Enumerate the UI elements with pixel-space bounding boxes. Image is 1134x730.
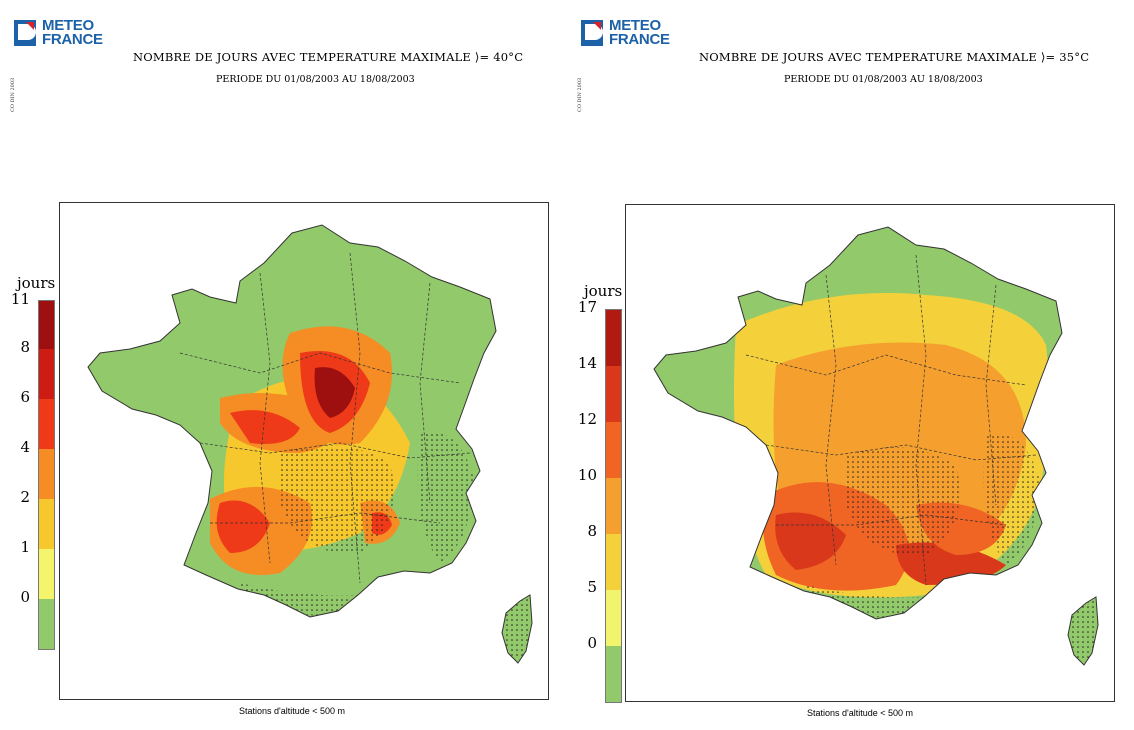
meteo-france-logo: METEO FRANCE (581, 16, 670, 50)
legend-swatch (39, 449, 54, 499)
logo-line1: METEO (609, 17, 661, 34)
france-heat-map (653, 226, 1099, 666)
france-outline (87, 224, 497, 618)
department-border (825, 274, 837, 566)
department-border (349, 252, 361, 584)
legend-swatch (606, 590, 621, 646)
legend-swatch (606, 422, 621, 478)
legend-swatch (606, 534, 621, 590)
legend-tick-label: 2 (20, 488, 30, 506)
department-border (765, 444, 1037, 461)
corsica-outline (1067, 596, 1099, 666)
heat-region (314, 367, 355, 418)
map-subtitle: PERIODE DU 01/08/2003 AU 18/08/2003 (784, 74, 983, 85)
map-title: NOMBRE DE JOURS AVEC TEMPERATURE MAXIMAL… (133, 50, 524, 64)
color-legend (605, 309, 622, 703)
heat-region (775, 512, 846, 570)
france-outline (653, 226, 1063, 620)
map-frame (59, 202, 549, 700)
legend-swatch (606, 366, 621, 422)
meteo-france-logo-icon (14, 20, 36, 46)
legend-tick-label: 4 (20, 438, 30, 456)
legend-tick-label: 8 (587, 522, 597, 540)
legend-swatch (606, 478, 621, 534)
altitude-stipple (846, 447, 960, 556)
color-legend (38, 300, 55, 650)
legend-tick-label: 6 (20, 388, 30, 406)
altitude-stipple (280, 445, 394, 554)
france-heat-map (87, 224, 533, 664)
legend-swatch (39, 599, 54, 649)
legend-title: jours (17, 274, 56, 292)
meteo-france-logo-icon (581, 20, 603, 46)
altitude-stipple (417, 431, 475, 563)
legend-tick-label: 0 (587, 634, 597, 652)
legend-swatch (39, 499, 54, 549)
department-border (199, 442, 471, 459)
meteo-france-logo: METEO FRANCE (14, 16, 103, 50)
altitude-stipple (1068, 597, 1098, 660)
legend-swatch (39, 301, 54, 349)
heat-region (216, 500, 270, 553)
legend-tick-label: 1 (20, 538, 30, 556)
heat-region (230, 410, 300, 444)
corsica-outline (501, 594, 533, 664)
legend-tick-label: 10 (577, 466, 597, 484)
legend-swatch (39, 399, 54, 449)
map-title: NOMBRE DE JOURS AVEC TEMPERATURE MAXIMAL… (699, 50, 1090, 64)
legend-tick-label: 14 (577, 354, 597, 372)
altitude-stipple (983, 433, 1041, 565)
department-border (915, 254, 927, 586)
department-border (179, 352, 461, 384)
legend-tick-label: 17 (577, 298, 597, 316)
department-border (259, 272, 271, 564)
logo-line1: METEO (42, 17, 94, 34)
legend-tick-label: 11 (10, 290, 30, 308)
panel-40c: METEO FRANCE NOMBRE DE JOURS AVEC TEMPER… (10, 16, 549, 716)
altitude-stipple (502, 595, 532, 658)
legend-swatch (606, 646, 621, 702)
altitude-footnote: Stations d'altitude < 500 m (239, 706, 346, 716)
legend-tick-label: 8 (20, 338, 30, 356)
legend-tick-label: 5 (587, 578, 597, 596)
legend-title: jours (584, 282, 623, 300)
department-border (745, 354, 1027, 386)
department-border (419, 282, 431, 504)
legend-tick-label: 0 (20, 588, 30, 606)
legend-tick-label: 12 (577, 410, 597, 428)
panel-35c: METEO FRANCE NOMBRE DE JOURS AVEC TEMPER… (567, 0, 1134, 730)
side-code: CO DIN 2003 (577, 77, 583, 112)
map-frame (625, 204, 1115, 702)
logo-line2: FRANCE (42, 31, 103, 48)
department-border (985, 284, 997, 506)
legend-swatch (39, 349, 54, 399)
side-code: CO DIN 2003 (10, 77, 16, 112)
department-border (210, 512, 441, 524)
map-subtitle: PERIODE DU 01/08/2003 AU 18/08/2003 (216, 74, 415, 85)
legend-swatch (606, 310, 621, 366)
legend-swatch (39, 549, 54, 599)
logo-line2: FRANCE (609, 31, 670, 48)
altitude-footnote: Stations d'altitude < 500 m (807, 708, 914, 718)
department-border (776, 514, 1007, 526)
